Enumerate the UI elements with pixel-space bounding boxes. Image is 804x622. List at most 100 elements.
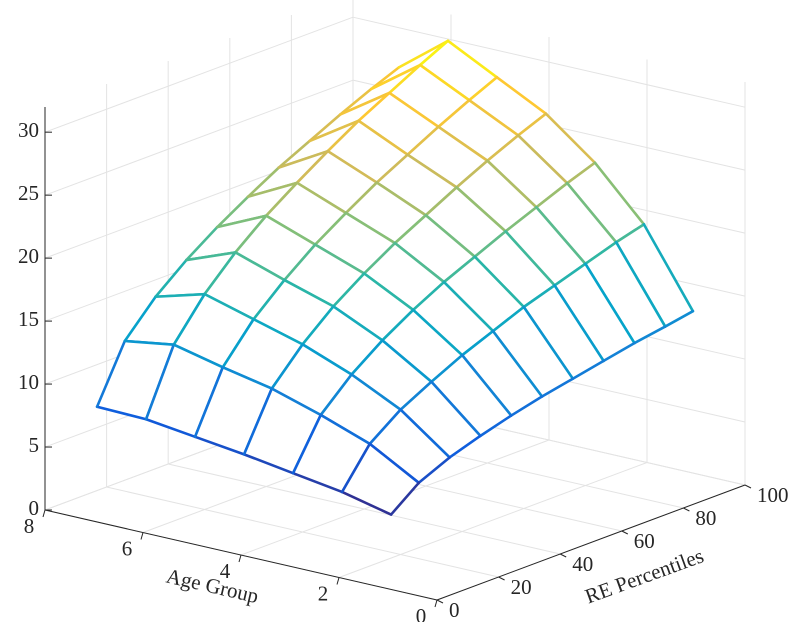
face [186,215,267,261]
mesh-edge [339,87,373,116]
mesh-edge [357,119,409,157]
mesh-edge [252,278,286,321]
face [505,207,586,286]
face [474,231,555,307]
mesh-edge [193,435,246,456]
y-tick-label: 0 [449,598,460,622]
mesh-edge [283,243,317,282]
mesh-edge [123,295,157,343]
face [248,151,328,197]
mesh-edge [344,211,397,245]
mesh-edge [319,373,353,417]
grid-line [168,463,561,555]
y-tick-label: 100 [757,483,789,507]
mesh-edge [442,255,477,284]
x-tick-label: 6 [122,536,133,560]
grid-line [44,79,354,196]
z-tick-label: 5 [29,433,40,457]
z-tick-label: 20 [18,244,39,268]
face [302,306,383,375]
mesh-edge [301,343,353,376]
mesh-edge [144,343,176,421]
z-tick-label: 30 [18,118,39,142]
mesh-edge [326,119,360,153]
mesh-edge [264,214,317,246]
tick [436,599,444,604]
mesh-edge [270,343,304,390]
mesh-edge [246,181,299,199]
grid-line [352,16,746,108]
mesh-edge [467,75,499,102]
mesh-edge [486,159,538,209]
mesh-edge [540,377,575,398]
face [567,162,644,243]
face [518,113,595,184]
mesh-edge [154,292,206,299]
mesh-edge [399,380,433,411]
grid-line [44,16,354,133]
mesh-edge [584,262,636,345]
z-tick-label: 25 [18,181,39,205]
face [278,120,359,168]
face [413,282,493,356]
mesh-edge [509,395,544,417]
mesh-edge [565,181,618,244]
mesh-edge [486,134,520,163]
tick [336,577,340,585]
face [235,215,316,281]
mesh-edge [397,39,450,69]
mesh-edge [442,280,495,333]
x-axis-title: Age Group [164,564,261,609]
mesh-edge [172,292,206,346]
face [444,256,524,332]
face [585,242,666,344]
mesh-edge [193,365,225,439]
x-tick-label: 2 [318,581,329,605]
tick [621,530,629,535]
mesh-edge [584,240,618,266]
mesh-edge [504,205,538,233]
face [369,409,450,483]
face [536,183,617,264]
mesh-edge [344,181,379,215]
mesh-edge [460,329,495,357]
y-axis-title: RE Percentiles [582,543,707,608]
face [487,135,568,208]
mesh-edge [417,456,451,485]
mesh-edge [553,262,587,287]
mesh-edge [185,225,219,262]
x-tick-label: 4 [220,559,231,583]
mesh-edge [154,258,188,299]
face [425,187,506,257]
mesh-edge [295,181,348,215]
mesh-edge [571,359,605,381]
mesh-edge [270,387,323,417]
face [493,307,573,397]
mesh-edge [411,308,464,357]
face [389,65,470,127]
face [376,154,457,216]
mesh-edge [332,305,384,342]
mesh-edge [368,408,402,446]
y-axis [436,484,746,601]
mesh-edge [388,63,422,95]
tick [559,553,567,558]
mesh-edge [446,39,499,79]
face [523,285,604,379]
mesh-edge [203,292,255,321]
tick [238,554,242,563]
mesh-edge [467,98,520,137]
tick [140,532,144,540]
mesh-edge [319,413,372,446]
mesh-edge [308,119,360,143]
face [554,263,635,361]
face [346,182,426,244]
mesh-edge [535,181,569,209]
mesh-edge [522,305,575,381]
mesh-edge [389,481,421,516]
face [420,40,497,101]
mesh-edge [593,161,646,226]
mesh-edge [437,125,489,163]
x-tick-label: 8 [24,514,35,538]
